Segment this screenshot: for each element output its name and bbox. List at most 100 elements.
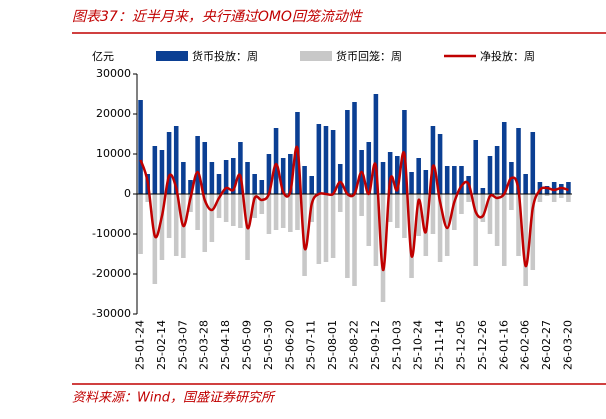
y-tick-label: -10000 [92, 227, 131, 240]
bar [309, 176, 314, 194]
x-tick-label: 25-08-22 [348, 320, 361, 370]
x-tick-label: 25-10-24 [412, 320, 425, 370]
bar [280, 158, 286, 194]
bar [280, 194, 286, 228]
x-tick-label: 25-05-30 [262, 320, 275, 370]
bar [245, 162, 250, 194]
y-axis-label: 亿元 [92, 50, 114, 63]
bar [352, 194, 357, 286]
bar [409, 172, 414, 194]
bar [302, 166, 307, 194]
bar [330, 130, 336, 194]
bar [295, 194, 300, 230]
legend-swatch [300, 51, 332, 61]
bar [487, 194, 493, 234]
bar [316, 124, 322, 194]
bar [252, 194, 257, 218]
source: 资料来源：Wind，国盛证券研究所 [72, 390, 276, 406]
bar [566, 194, 571, 202]
bar [551, 194, 557, 202]
y-tick-label: 30000 [96, 67, 131, 80]
x-tick-label: 25-07-11 [305, 320, 318, 370]
bar [473, 194, 479, 266]
y-tick-label: -30000 [92, 307, 131, 320]
bar [159, 194, 165, 260]
bar [416, 158, 421, 194]
bar [273, 128, 279, 194]
bar [337, 194, 343, 212]
bar [473, 140, 479, 194]
bar [516, 128, 521, 194]
bar [238, 142, 243, 194]
bar [166, 194, 172, 238]
bar [487, 156, 493, 194]
legend-label: 货币投放：周 [192, 49, 258, 63]
bar [430, 194, 436, 234]
bar [209, 162, 215, 194]
chart-title: 图表37：近半月来，央行通过OMO回笼流动性 [72, 9, 364, 25]
bar [494, 146, 500, 194]
bar [523, 174, 528, 194]
bar [195, 194, 200, 230]
bar [202, 142, 208, 194]
bar [366, 142, 372, 194]
bar [202, 194, 208, 252]
bar [544, 194, 550, 196]
bar [323, 126, 329, 194]
x-tick-label: 25-11-14 [433, 320, 446, 370]
bar [152, 146, 158, 194]
x-tick-label: 25-03-28 [198, 320, 211, 370]
x-tick-label: 26-03-20 [561, 320, 574, 370]
y-tick-label: 10000 [96, 147, 131, 160]
bar [330, 194, 336, 258]
bar [566, 182, 571, 194]
bar [366, 194, 372, 246]
bar [181, 162, 186, 194]
bar [159, 150, 165, 194]
bar [259, 180, 265, 194]
bar [223, 160, 229, 194]
bar [437, 134, 443, 194]
bar [523, 194, 528, 286]
bar [559, 194, 564, 198]
bar [409, 194, 414, 278]
x-tick-label: 25-01-24 [134, 320, 147, 370]
x-tick-label: 25-08-01 [326, 320, 339, 370]
y-tick-label: -20000 [92, 267, 131, 280]
x-tick-label: 26-01-16 [497, 320, 510, 370]
bar [359, 194, 364, 216]
bar [537, 182, 543, 194]
bar [452, 194, 457, 230]
x-tick-label: 25-04-18 [219, 320, 232, 370]
bar [252, 174, 257, 194]
bar [223, 194, 229, 222]
bar [480, 194, 486, 222]
x-tick-label: 25-06-20 [283, 320, 296, 370]
bar [316, 194, 322, 264]
x-tick-label: 25-12-05 [454, 320, 467, 370]
bar [423, 170, 429, 194]
bar [452, 166, 457, 194]
bar [380, 162, 386, 194]
bar [444, 166, 450, 194]
bar [437, 194, 443, 262]
bar [259, 194, 265, 214]
bar [544, 186, 550, 194]
bar [188, 180, 193, 194]
y-tick-label: 0 [124, 187, 131, 200]
legend-label: 货币回笼：周 [336, 49, 402, 63]
bar [345, 110, 350, 194]
bar [337, 164, 343, 194]
bar [501, 194, 507, 266]
bar [238, 194, 243, 228]
bar [216, 194, 222, 218]
bar [402, 194, 407, 238]
bar [466, 194, 471, 202]
bar [530, 132, 536, 194]
bar [501, 122, 507, 194]
bar [373, 194, 379, 266]
bar [230, 158, 236, 194]
bar [288, 194, 293, 232]
x-tick-label: 25-12-26 [476, 320, 489, 370]
bar [387, 194, 393, 222]
